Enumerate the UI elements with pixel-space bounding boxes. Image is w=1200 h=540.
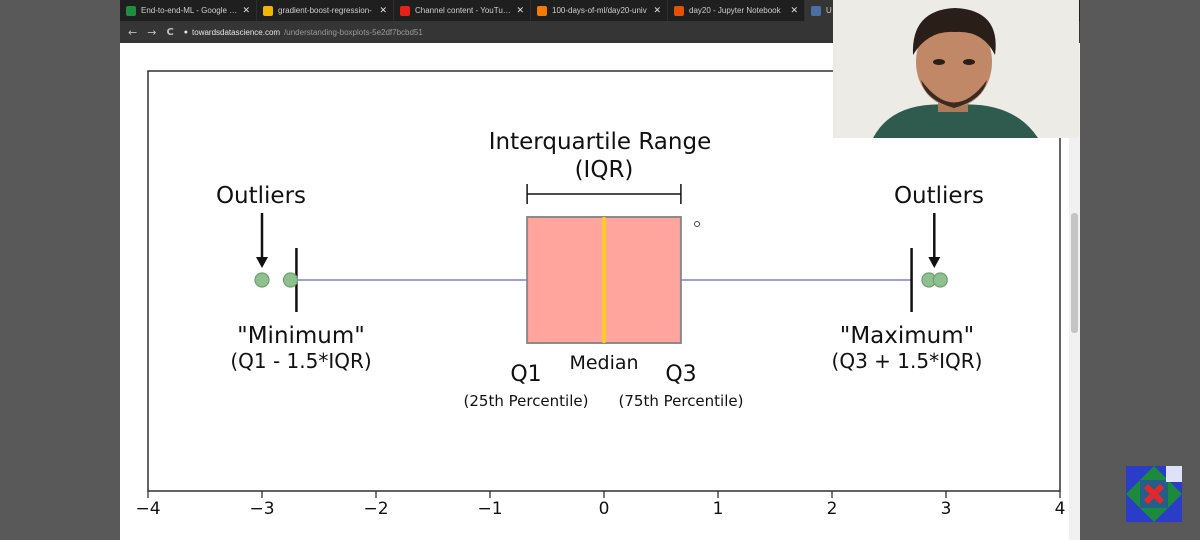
x-tick-label: −4	[135, 499, 160, 519]
url-host: towardsdatascience.com	[192, 27, 281, 37]
maximum-label: "Maximum"	[840, 323, 975, 349]
maximum-formula: (Q3 + 1.5*IQR)	[832, 349, 983, 373]
median-label: Median	[569, 352, 638, 374]
outliers-left-label: Outliers	[216, 183, 306, 209]
boxplot-figure: −4 −3 −2 −1 0 1 2 3 4 Interquartile Range (IQR) …	[135, 70, 1065, 519]
outlier-point	[282, 272, 299, 288]
outliers-right-arrow-head	[928, 257, 941, 268]
zoom-cursor-icon	[694, 221, 700, 227]
tab-favicon-icon	[537, 5, 547, 16]
boxplot-marks	[254, 184, 948, 344]
browser-tab[interactable]: gradient-boost-regression- ✕	[257, 0, 394, 21]
q3-percentile: (75th Percentile)	[619, 392, 744, 410]
tab-favicon-icon	[674, 5, 684, 16]
tab-label: 100-days-of-ml/day20-univ	[552, 6, 647, 15]
annotations: Interquartile Range (IQR) Outliers Outli…	[216, 129, 984, 410]
x-tick-label: −1	[477, 499, 502, 519]
presenter-shirt	[873, 104, 1038, 138]
browser-tab[interactable]: Channel content - YouTube ✕	[394, 0, 531, 21]
minimum-label: "Minimum"	[237, 323, 365, 349]
tab-label: End-to-end-ML - Google Sh	[141, 6, 238, 15]
q1-label: Q1	[510, 362, 541, 387]
tab-close-icon[interactable]: ✕	[790, 5, 798, 15]
presenter-hair	[912, 8, 996, 55]
browser-tab[interactable]: day20 - Jupyter Notebook ✕	[668, 0, 805, 21]
tab-close-icon[interactable]: ✕	[516, 5, 524, 15]
presenter-face	[916, 17, 992, 107]
browser-tab[interactable]: 100-days-of-ml/day20-univ ✕	[531, 0, 668, 21]
right-dark-margin	[1080, 0, 1200, 540]
url-field[interactable]: ● towardsdatascience.com/understanding-b…	[184, 28, 423, 37]
back-icon[interactable]: ←	[128, 25, 138, 39]
minimum-formula: (Q1 - 1.5*IQR)	[230, 349, 371, 373]
outliers-left-arrow-head	[256, 257, 268, 268]
forward-icon[interactable]: →	[147, 25, 157, 39]
tab-close-icon[interactable]: ✕	[653, 5, 661, 15]
scrollbar-thumb[interactable]	[1071, 213, 1078, 333]
x-tick-label: 4	[1055, 499, 1066, 519]
browser-tab[interactable]: End-to-end-ML - Google Sh ✕	[120, 0, 257, 21]
tab-favicon-icon	[811, 5, 821, 16]
webcam-overlay	[833, 0, 1079, 138]
url-path: /understanding-boxplots-5e2df7bcbd51	[284, 27, 423, 37]
reload-icon[interactable]: C	[166, 26, 174, 38]
x-tick-label: −3	[249, 499, 274, 519]
tab-close-icon[interactable]: ✕	[242, 5, 250, 15]
x-tick-label: 2	[827, 499, 838, 519]
page-scrollbar[interactable]	[1069, 43, 1080, 540]
x-tick-label: 0	[599, 499, 610, 519]
tab-label: Channel content - YouTube	[415, 6, 512, 15]
tab-favicon-icon	[263, 5, 273, 16]
iqr-title: Interquartile Range	[489, 129, 711, 155]
q3-label: Q3	[665, 362, 696, 387]
presenter-beard	[921, 80, 987, 108]
x-tick-label: 1	[713, 499, 724, 519]
tab-favicon-icon	[126, 5, 136, 16]
q1-percentile: (25th Percentile)	[464, 392, 589, 410]
tab-label: day20 - Jupyter Notebook	[689, 6, 781, 15]
outlier-point	[932, 272, 948, 288]
x-tick-label: 3	[941, 499, 952, 519]
x-tick-label: −2	[363, 499, 388, 519]
tab-favicon-icon	[400, 5, 410, 16]
lock-icon: ●	[183, 28, 189, 36]
x-axis-ticks: −4 −3 −2 −1 0 1 2 3 4	[135, 491, 1065, 519]
iqr-sub: (IQR)	[575, 157, 634, 183]
tab-close-icon[interactable]: ✕	[379, 5, 387, 15]
left-dark-margin	[0, 0, 120, 540]
outliers-right-label: Outliers	[894, 183, 984, 209]
tab-label: gradient-boost-regression-	[278, 6, 372, 15]
outlier-point	[254, 272, 270, 288]
presenter-video	[833, 0, 1079, 138]
channel-logo	[1126, 466, 1182, 522]
